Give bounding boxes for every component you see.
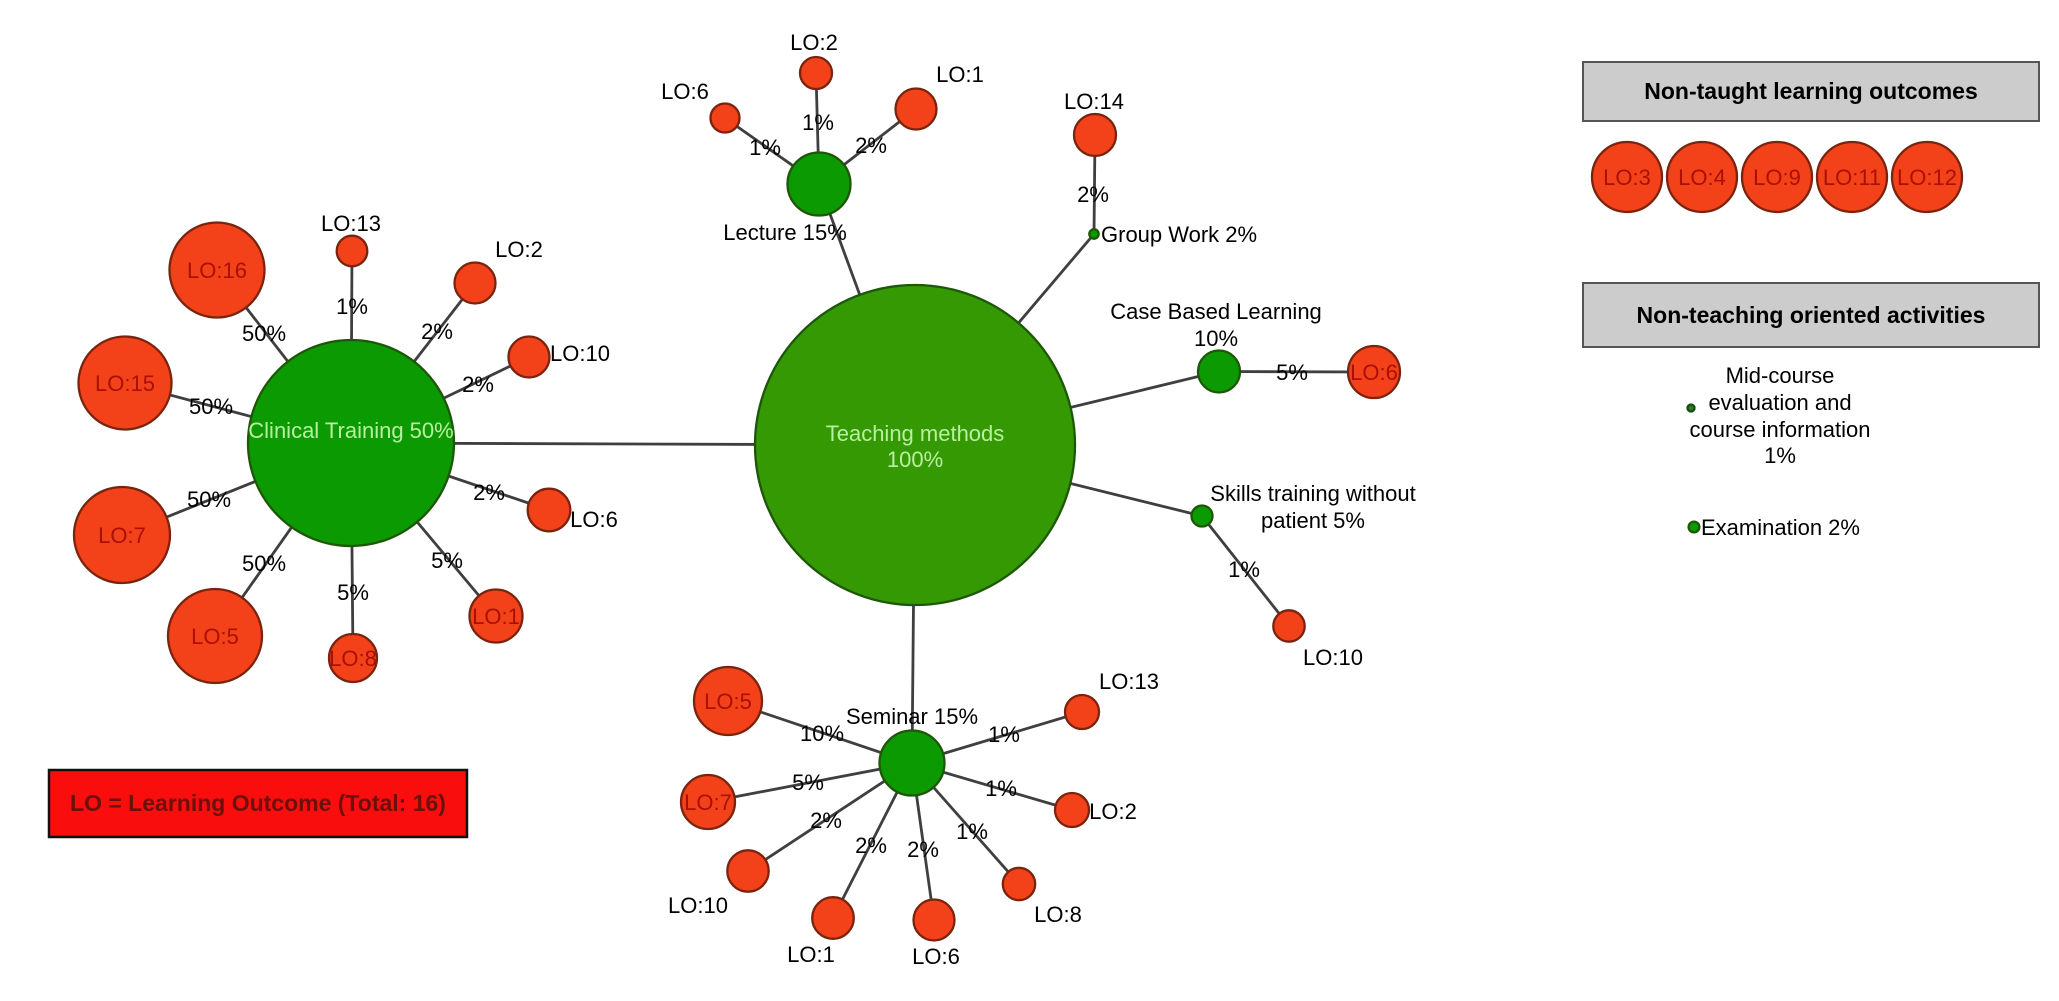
svg-text:Non-teaching oriented activiti: Non-teaching oriented activities	[1637, 302, 1986, 328]
svg-text:50%: 50%	[242, 321, 286, 346]
svg-text:LO:5: LO:5	[191, 624, 239, 649]
svg-text:LO:13: LO:13	[1099, 669, 1159, 694]
svg-text:100%: 100%	[887, 447, 943, 472]
svg-text:LO:2: LO:2	[495, 237, 543, 262]
svg-text:1%: 1%	[1228, 557, 1260, 582]
svg-text:LO:1: LO:1	[787, 942, 835, 967]
svg-text:2%: 2%	[421, 319, 453, 344]
svg-text:2%: 2%	[855, 133, 887, 158]
svg-text:2%: 2%	[1077, 182, 1109, 207]
svg-text:LO:6: LO:6	[661, 79, 709, 104]
svg-text:LO:4: LO:4	[1678, 165, 1726, 190]
svg-text:Examination 2%: Examination 2%	[1701, 515, 1860, 540]
svg-text:LO:7: LO:7	[98, 523, 146, 548]
svg-text:LO:12: LO:12	[1897, 165, 1957, 190]
svg-text:2%: 2%	[907, 837, 939, 862]
svg-text:LO = Learning Outcome (Total:: LO = Learning Outcome (Total: 16)	[70, 790, 446, 816]
svg-text:LO:10: LO:10	[668, 893, 728, 918]
svg-text:1%: 1%	[749, 135, 781, 160]
svg-text:1%: 1%	[336, 294, 368, 319]
svg-text:LO:8: LO:8	[1034, 902, 1082, 927]
svg-text:2%: 2%	[473, 480, 505, 505]
svg-text:patient 5%: patient 5%	[1261, 508, 1365, 533]
svg-text:Teaching methods: Teaching methods	[826, 421, 1005, 446]
svg-text:LO:6: LO:6	[912, 944, 960, 969]
svg-text:1%: 1%	[956, 819, 988, 844]
svg-text:5%: 5%	[792, 770, 824, 795]
svg-text:evaluation and: evaluation and	[1708, 390, 1851, 415]
svg-text:LO:10: LO:10	[550, 341, 610, 366]
svg-text:course information: course information	[1690, 417, 1871, 442]
svg-text:50%: 50%	[189, 394, 233, 419]
svg-text:5%: 5%	[431, 548, 463, 573]
svg-text:Seminar 15%: Seminar 15%	[846, 704, 978, 729]
svg-text:LO:2: LO:2	[790, 30, 838, 55]
svg-text:Lecture 15%: Lecture 15%	[723, 220, 847, 245]
svg-text:1%: 1%	[802, 110, 834, 135]
svg-text:2%: 2%	[855, 833, 887, 858]
svg-text:LO:16: LO:16	[187, 258, 247, 283]
svg-text:50%: 50%	[187, 487, 231, 512]
svg-text:2%: 2%	[810, 808, 842, 833]
svg-text:LO:6: LO:6	[570, 507, 618, 532]
svg-text:1%: 1%	[985, 776, 1017, 801]
svg-text:Mid-course: Mid-course	[1726, 363, 1835, 388]
svg-text:LO:1: LO:1	[472, 604, 520, 629]
svg-text:10%: 10%	[800, 721, 844, 746]
svg-text:LO:5: LO:5	[704, 689, 752, 714]
svg-text:LO:3: LO:3	[1603, 165, 1651, 190]
svg-text:10%: 10%	[1194, 326, 1238, 351]
svg-text:LO:15: LO:15	[95, 371, 155, 396]
svg-text:LO:7: LO:7	[684, 790, 732, 815]
svg-text:LO:8: LO:8	[329, 646, 377, 671]
svg-text:LO:1: LO:1	[936, 62, 984, 87]
svg-text:Case Based Learning: Case Based Learning	[1110, 299, 1322, 324]
svg-text:2%: 2%	[462, 372, 494, 397]
svg-text:5%: 5%	[1276, 360, 1308, 385]
svg-text:5%: 5%	[337, 580, 369, 605]
svg-text:LO:11: LO:11	[1823, 165, 1881, 190]
svg-text:Clinical Training 50%: Clinical Training 50%	[248, 418, 453, 443]
svg-text:1%: 1%	[1764, 443, 1796, 468]
svg-text:50%: 50%	[242, 551, 286, 576]
svg-text:Skills training without: Skills training without	[1210, 481, 1415, 506]
svg-text:LO:2: LO:2	[1089, 799, 1137, 824]
svg-text:Group Work 2%: Group Work 2%	[1101, 222, 1257, 247]
svg-text:Non-taught learning outcomes: Non-taught learning outcomes	[1644, 78, 1978, 104]
svg-text:LO:13: LO:13	[321, 211, 381, 236]
svg-text:LO:14: LO:14	[1064, 89, 1124, 114]
svg-text:LO:9: LO:9	[1753, 165, 1801, 190]
svg-text:LO:10: LO:10	[1303, 645, 1363, 670]
svg-text:LO:6: LO:6	[1350, 360, 1398, 385]
svg-text:1%: 1%	[988, 722, 1020, 747]
